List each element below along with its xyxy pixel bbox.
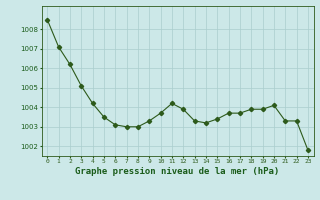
X-axis label: Graphe pression niveau de la mer (hPa): Graphe pression niveau de la mer (hPa) xyxy=(76,167,280,176)
